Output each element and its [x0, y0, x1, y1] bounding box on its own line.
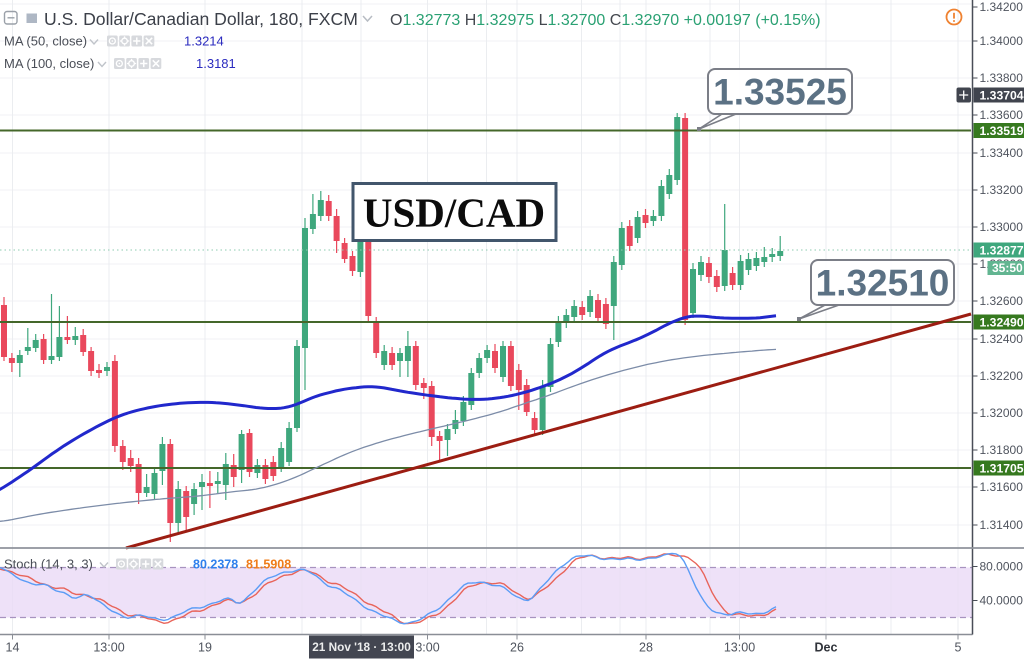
svg-text:Dec: Dec: [815, 641, 838, 655]
svg-text:19: 19: [198, 641, 212, 655]
svg-text:13:00: 13:00: [93, 641, 124, 655]
svg-text:21 Nov '18 · 13:00: 21 Nov '18 · 13:00: [312, 640, 411, 654]
svg-text:1.34200: 1.34200: [980, 0, 1024, 14]
svg-text:40.0000: 40.0000: [980, 594, 1024, 608]
svg-text:Stoch (14, 3, 3): Stoch (14, 3, 3): [4, 557, 93, 572]
svg-text:MA (100, close): MA (100, close): [4, 56, 94, 71]
svg-text:MA (50, close): MA (50, close): [4, 34, 87, 49]
svg-text:14: 14: [6, 641, 20, 655]
svg-text:1.33519: 1.33519: [980, 124, 1024, 138]
svg-text:28: 28: [639, 641, 653, 655]
svg-text:1.32510: 1.32510: [816, 263, 950, 304]
svg-text:13:00: 13:00: [724, 641, 755, 655]
svg-text:1.33800: 1.33800: [980, 71, 1024, 85]
svg-text:1.3181: 1.3181: [196, 56, 236, 71]
svg-text:1.33000: 1.33000: [980, 220, 1024, 234]
svg-text:3:00: 3:00: [415, 641, 439, 655]
svg-text:80.2378: 80.2378: [193, 558, 238, 572]
svg-text:1.32400: 1.32400: [980, 332, 1024, 346]
svg-text:80.0000: 80.0000: [980, 560, 1024, 574]
svg-text:1.32600: 1.32600: [980, 294, 1024, 308]
svg-text:1.31800: 1.31800: [980, 443, 1024, 457]
svg-text:1.32877: 1.32877: [980, 244, 1024, 258]
svg-text:U.S. Dollar/Canadian Dollar, 1: U.S. Dollar/Canadian Dollar, 180, FXCM: [44, 9, 358, 29]
svg-text:1.33400: 1.33400: [980, 146, 1024, 160]
svg-text:1.31400: 1.31400: [980, 518, 1024, 532]
svg-text:26: 26: [510, 641, 524, 655]
svg-text:1.33200: 1.33200: [980, 183, 1024, 197]
svg-text:35:50: 35:50: [992, 261, 1023, 275]
svg-text:1.31600: 1.31600: [980, 480, 1024, 494]
svg-text:5: 5: [955, 641, 962, 655]
svg-text:1.33600: 1.33600: [980, 108, 1024, 122]
svg-text:1.33525: 1.33525: [713, 72, 847, 113]
svg-text:81.5908: 81.5908: [246, 558, 291, 572]
svg-text:1.31705: 1.31705: [980, 462, 1024, 476]
svg-text:O1.32773 H1.32975 L1.32700 C1.: O1.32773 H1.32975 L1.32700 C1.32970 +0.0…: [390, 12, 821, 29]
svg-text:1.32200: 1.32200: [980, 369, 1024, 383]
svg-text:1.34000: 1.34000: [980, 34, 1024, 48]
svg-text:USD/CAD: USD/CAD: [363, 190, 545, 236]
svg-text:1.3214: 1.3214: [184, 34, 224, 49]
svg-text:1.32490: 1.32490: [980, 316, 1024, 330]
svg-text:1.33704: 1.33704: [980, 89, 1024, 103]
svg-text:1.32000: 1.32000: [980, 406, 1024, 420]
